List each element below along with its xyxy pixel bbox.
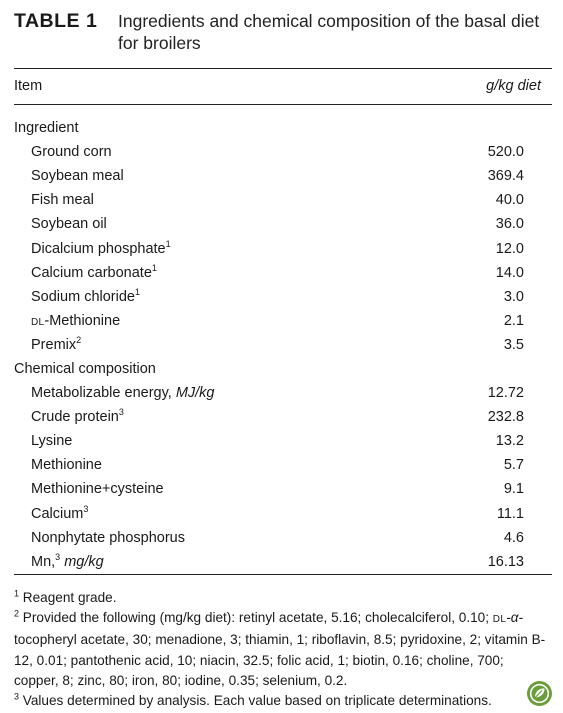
- footnote-3: 3 Values determined by analysis. Each va…: [14, 691, 492, 709]
- footnotes: 1 Reagent grade. 2 Provided the followin…: [14, 588, 546, 711]
- row-label: Methionine+cysteine: [31, 481, 164, 498]
- table-row: Sodium chloride1 3.0: [14, 285, 524, 309]
- table-row: Ground corn 520.0: [14, 140, 524, 164]
- bottom-rule: [14, 574, 552, 576]
- table-row: DL-Methionine 2.1: [14, 309, 524, 333]
- table-row: Methionine+cysteine 9.1: [14, 477, 524, 501]
- footnote-2: 2 Provided the following (mg/kg diet): r…: [14, 608, 546, 688]
- table-row: Soybean meal 369.4: [14, 164, 524, 188]
- row-value: 14.0: [495, 264, 524, 281]
- table-label: TABLE 1: [14, 10, 98, 32]
- leaf-badge-icon: [526, 680, 553, 707]
- row-label: Dicalcium phosphate1: [31, 238, 171, 257]
- row-value: 13.2: [495, 433, 524, 450]
- row-value: 2.1: [503, 312, 524, 329]
- row-value: 520.0: [487, 144, 524, 161]
- row-value: 3.5: [503, 336, 524, 353]
- header-rule: [14, 104, 552, 105]
- row-label: Ground corn: [31, 144, 112, 161]
- row-value: 3.0: [503, 288, 524, 305]
- row-value: 16.13: [487, 553, 524, 570]
- row-label: Lysine: [31, 433, 73, 450]
- row-value: 40.0: [495, 192, 524, 209]
- header-unit: g/kg diet: [486, 78, 541, 94]
- row-value: 12.0: [495, 240, 524, 257]
- table-row: Crude protein3 232.8: [14, 405, 524, 429]
- row-label: Soybean meal: [31, 168, 124, 185]
- table-row: Calcium carbonate1 14.0: [14, 261, 524, 285]
- section-chemical: Chemical composition: [14, 357, 524, 381]
- row-label: Fish meal: [31, 192, 94, 209]
- table-row: Soybean oil 36.0: [14, 212, 524, 236]
- section-title: Ingredient: [14, 120, 79, 137]
- section-title: Chemical composition: [14, 360, 156, 377]
- title-row: TABLE 1 Ingredients and chemical composi…: [14, 10, 544, 54]
- table-row: Mn,3 mg/kg 16.13: [14, 550, 524, 574]
- table-row: Dicalcium phosphate1 12.0: [14, 236, 524, 260]
- row-label: Sodium chloride1: [31, 286, 140, 305]
- header-item: Item: [14, 78, 43, 94]
- table-row: Lysine 13.2: [14, 429, 524, 453]
- row-value: 4.6: [503, 529, 524, 546]
- row-label: Soybean oil: [31, 216, 107, 233]
- row-value: 9.1: [503, 481, 524, 498]
- row-label: Mn,3 mg/kg: [31, 551, 104, 570]
- row-value: 369.4: [487, 168, 524, 185]
- table-row: Metabolizable energy, MJ/kg 12.72: [14, 381, 524, 405]
- row-label: Methionine: [31, 457, 102, 474]
- row-label: Calcium carbonate1: [31, 262, 157, 281]
- row-label: Nonphytate phosphorus: [31, 529, 185, 546]
- top-rule: [14, 68, 552, 70]
- table-row: Calcium3 11.1: [14, 502, 524, 526]
- row-label: Metabolizable energy, MJ/kg: [31, 385, 215, 402]
- table-row: Nonphytate phosphorus 4.6: [14, 526, 524, 550]
- table-header: Item g/kg diet: [14, 78, 541, 94]
- row-label: DL-Methionine: [31, 312, 121, 329]
- footnote-1: 1 Reagent grade.: [14, 588, 117, 605]
- row-value: 12.72: [487, 385, 524, 402]
- table-row: Fish meal 40.0: [14, 188, 524, 212]
- table-row: Premix2 3.5: [14, 333, 524, 357]
- row-label: Calcium3: [31, 503, 89, 522]
- section-ingredient: Ingredient: [14, 116, 524, 140]
- table-body: Ingredient Ground corn 520.0 Soybean meal 3…: [14, 116, 524, 574]
- row-value: 5.7: [503, 457, 524, 474]
- table-caption: Ingredients and chemical composition of …: [118, 11, 540, 53]
- row-value: 11.1: [496, 505, 524, 522]
- row-label: Crude protein3: [31, 407, 124, 426]
- table-row: Methionine 5.7: [14, 453, 524, 477]
- row-label: Premix2: [31, 335, 82, 353]
- row-value: 232.8: [487, 409, 524, 426]
- row-value: 36.0: [495, 216, 524, 233]
